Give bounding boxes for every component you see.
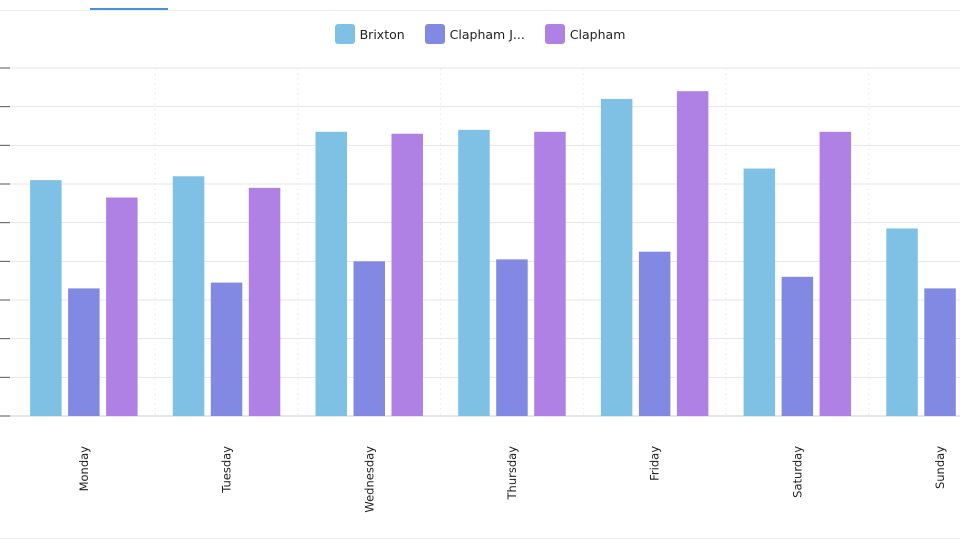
bar-clapham-friday[interactable] xyxy=(676,91,709,416)
chart-legend: Brixton Clapham J... Clapham xyxy=(0,24,960,44)
legend-swatch-brixton xyxy=(334,24,355,44)
bar-brixton-sunday[interactable] xyxy=(886,228,918,416)
bar-brixton-wednesday[interactable] xyxy=(315,131,348,417)
x-tick-label-tuesday: Tuesday xyxy=(220,446,234,494)
legend-label-brixton: Brixton xyxy=(359,26,405,42)
bottom-divider xyxy=(0,538,960,539)
bar-clapham-tuesday[interactable] xyxy=(248,187,281,416)
bar-clapham-j-wednesday[interactable] xyxy=(353,261,386,416)
active-tab-indicator xyxy=(90,8,168,10)
legend-item-clapham-junction[interactable]: Clapham J... xyxy=(424,24,525,44)
bar-brixton-tuesday[interactable] xyxy=(172,176,205,416)
bar-brixton-friday[interactable] xyxy=(600,98,633,416)
legend-item-clapham[interactable]: Clapham xyxy=(544,24,626,44)
bar-clapham-saturday[interactable] xyxy=(819,131,852,417)
bar-clapham-wednesday[interactable] xyxy=(391,133,424,416)
bar-brixton-monday[interactable] xyxy=(30,180,62,416)
legend-item-brixton[interactable]: Brixton xyxy=(334,24,405,44)
bar-brixton-thursday[interactable] xyxy=(458,129,490,416)
x-tick-label-sunday: Sunday xyxy=(933,446,947,489)
x-tick-label-saturday: Saturday xyxy=(790,446,804,498)
bar-clapham-j-sunday[interactable] xyxy=(924,288,956,416)
bar-clapham-j-saturday[interactable] xyxy=(781,276,814,416)
x-tick-label-wednesday: Wednesday xyxy=(362,446,376,513)
x-tick-label-monday: Monday xyxy=(77,446,91,492)
legend-swatch-clapham xyxy=(544,24,565,44)
legend-label-clapham: Clapham xyxy=(569,26,626,42)
x-tick-label-thursday: Thursday xyxy=(505,446,519,501)
legend-label-clapham-junction: Clapham J... xyxy=(449,26,525,42)
bar-clapham-j-friday[interactable] xyxy=(638,251,671,416)
bar-clapham-monday[interactable] xyxy=(106,197,138,416)
x-tick-label-friday: Friday xyxy=(648,446,662,481)
bar-brixton-saturday[interactable] xyxy=(743,168,776,416)
top-divider xyxy=(0,10,960,11)
bar-clapham-thursday[interactable] xyxy=(534,131,566,417)
bar-clapham-j-thursday[interactable] xyxy=(496,259,528,416)
bar-clapham-j-tuesday[interactable] xyxy=(210,282,243,416)
legend-swatch-clapham-junction xyxy=(424,24,445,44)
bar-clapham-j-monday[interactable] xyxy=(68,288,100,416)
